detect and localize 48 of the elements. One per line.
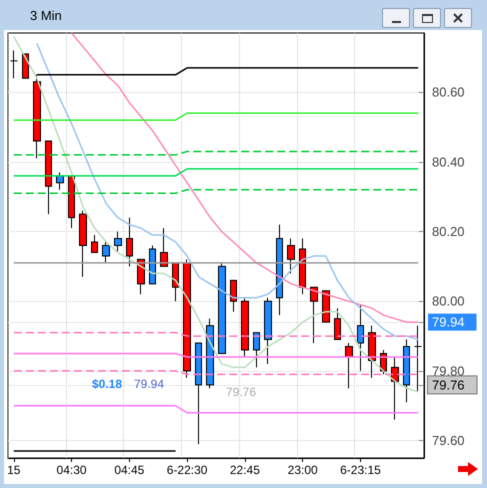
candlestick — [310, 286, 318, 344]
y-tick-label: 80.40 — [432, 154, 465, 170]
candlestick — [114, 231, 122, 253]
y-tick-label: 80.60 — [432, 84, 465, 100]
line-series — [36, 42, 419, 340]
x-tick-label: 6-23:15 — [340, 463, 382, 477]
y-tick-label: 80.00 — [432, 294, 465, 309]
candlestick — [91, 234, 98, 253]
y-tick-label: 79.80 — [432, 363, 465, 378]
candlestick — [230, 280, 237, 312]
x-tick-label: 04:30 — [56, 463, 87, 477]
candlestick — [102, 242, 110, 264]
x-tick-label: 04:45 — [114, 463, 145, 477]
candlestick — [299, 238, 306, 295]
candlestick — [218, 262, 226, 354]
candlestick — [195, 342, 202, 445]
y-tick-label: 79.94 — [432, 314, 465, 330]
candlestick — [241, 297, 249, 358]
candlestick — [253, 332, 260, 368]
candlestick — [264, 297, 272, 364]
chart-title: 3 Min — [30, 8, 62, 23]
candlestick — [276, 224, 283, 316]
annotation: $0.18 — [92, 377, 122, 391]
x-tick-label: 15 — [7, 463, 21, 477]
candlestick — [334, 308, 341, 340]
candlestick — [183, 258, 191, 378]
annotation: 79.76 — [226, 385, 256, 399]
candlestick — [160, 228, 168, 267]
candlestick — [287, 238, 295, 274]
candlestick — [68, 175, 75, 229]
candlestick — [126, 217, 133, 267]
candlestick — [10, 50, 18, 79]
line-series — [70, 32, 419, 323]
candlestick — [56, 172, 64, 190]
y-tick-label: 79.76 — [432, 377, 465, 392]
candlestick — [79, 210, 87, 278]
candlestick — [357, 304, 364, 372]
x-tick-label: 22:45 — [230, 463, 260, 477]
candlestick — [403, 339, 410, 403]
candlestick — [345, 342, 353, 389]
x-tick-label: 6-22:30 — [166, 463, 208, 477]
candlestick — [45, 140, 52, 215]
annotation: 79.94 — [134, 377, 164, 391]
candlestick — [391, 356, 399, 420]
x-tick-label: 23:00 — [288, 463, 318, 477]
y-tick-label: 80.20 — [432, 224, 465, 240]
y-tick-label: 79.60 — [432, 433, 465, 448]
candlestick — [368, 325, 376, 378]
